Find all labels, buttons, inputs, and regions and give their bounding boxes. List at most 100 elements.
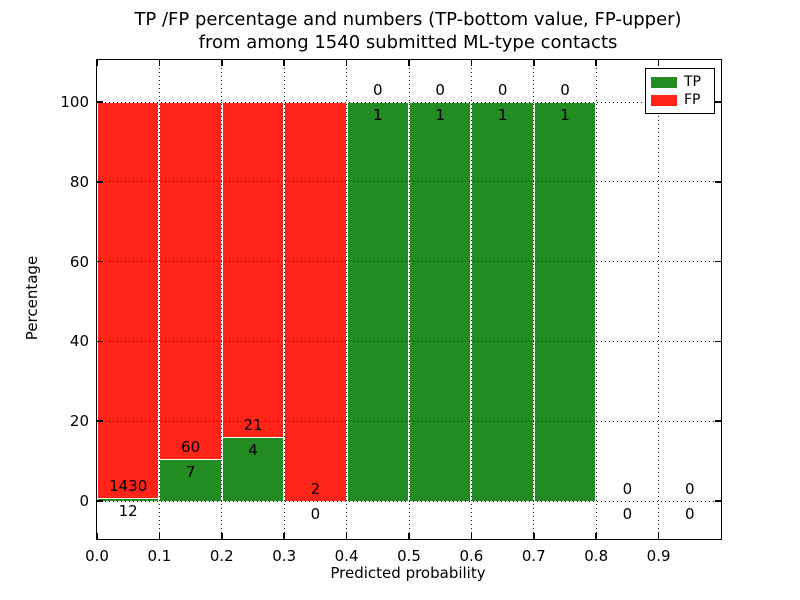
x-tick-top [158,60,161,66]
y-tick-left [97,500,103,502]
x-tick-label: 0.4 [334,547,359,565]
x-tick-bottom [408,533,410,539]
plot-area: TP FP 1430 12 60 7 21 4 2 0 0 1 0 1 0 1 0 1 0 0 0 0 0 20 40 60 8… [60,59,722,565]
x-gridline [408,60,410,539]
legend-entry-fp: FP [651,93,709,107]
tp-count-label: 4 [248,441,258,460]
x-tick-label: 0.8 [584,547,609,565]
fp-bar-segment [284,102,347,501]
x-tick-top [595,60,597,66]
tp-count-label: 0 [685,505,695,523]
tp-count-label: 1 [435,106,445,124]
x-tick-bottom [657,533,660,539]
tp-count-label: 1 [497,106,508,124]
y-tick-label: 100 [60,93,89,111]
y-tick-label: 60 [69,252,89,271]
y-tick-left [97,181,103,183]
tp-count-label: 1 [560,106,570,124]
x-tick-label: 0.6 [459,547,484,565]
tp-count-label: 1 [373,106,383,124]
tp-bar-segment [533,102,597,501]
y-tick-left [97,340,103,343]
x-tick-bottom [345,533,348,539]
x-tick-top [283,60,285,66]
tp-count-label: 12 [118,501,138,520]
y-tick-right [715,101,721,103]
x-tick-bottom [158,533,161,539]
x-tick-bottom [470,533,473,539]
y-tick-right [715,340,721,343]
x-tick-bottom [221,533,223,539]
fp-count-label: 0 [685,480,695,498]
x-tick-bottom [283,533,285,539]
x-tick-top [96,60,98,66]
y-axis-label: Percentage [23,255,41,341]
legend-label-fp: FP [684,92,701,108]
x-axis-label: Predicted probability [330,564,486,582]
x-tick-top [345,60,348,66]
fp-count-label: 60 [181,438,201,457]
y-tick-label: 40 [69,332,89,351]
x-tick-label: 0.2 [209,547,234,565]
tp-count-label: 7 [185,463,196,482]
x-tick-label: 0.0 [85,547,109,565]
fp-bar-segment [221,102,285,438]
chart-title-line1: TP /FP percentage and numbers (TP-bottom… [134,9,682,30]
fp-count-label: 0 [435,81,445,99]
tp-bar-segment [346,102,409,501]
fp-count-label: 0 [622,480,633,498]
y-tick-label: 20 [69,412,89,431]
tp-bar-segment [471,102,534,501]
legend-label-tp: TP [684,74,701,90]
fp-count-label: 1430 [109,476,148,495]
x-tick-top [470,60,473,66]
y-tick-left [97,260,103,263]
tp-bar-segment [97,497,160,501]
x-gridline [533,60,535,539]
y-tick-left [97,420,103,422]
chart-title-line2: from among 1540 submitted ML-type contac… [198,32,618,53]
x-tick-top [533,60,535,66]
legend-entry-tp: TP [651,75,709,89]
legend: TP FP [645,68,715,114]
fp-bar-segment [97,102,160,498]
y-tick-label: 80 [69,172,89,191]
tp-bar-segment [159,459,222,501]
fp-count-label: 2 [310,480,321,498]
chart-title: TP /FP percentage and numbers (TP-bottom… [96,8,720,54]
x-tick-label: 0.7 [521,547,546,565]
fp-bar-segment [159,102,222,460]
tp-count-label: 0 [310,505,321,523]
x-gridline [221,60,223,539]
x-tick-label: 0.3 [272,547,297,565]
fp-count-label: 0 [560,81,570,99]
x-tick-bottom [533,533,535,539]
tp-bar-segment [221,437,285,501]
y-tick-label: 0 [79,492,89,510]
tp-color-swatch [651,76,677,88]
tp-count-label: 0 [622,505,633,523]
x-gridline [158,60,160,539]
x-tick-label: 0.9 [646,547,671,565]
y-tick-right [715,500,721,502]
x-gridline [346,60,348,539]
x-tick-label: 0.5 [397,547,421,565]
x-gridline [658,60,660,539]
y-tick-right [715,181,721,183]
fp-color-swatch [651,94,677,106]
x-gridline [470,60,472,539]
fp-count-label: 0 [373,81,383,99]
x-gridline [283,60,285,539]
x-tick-top [221,60,223,66]
fp-count-label: 21 [243,416,263,435]
y-tick-right [715,420,721,422]
y-tick-left [97,101,103,103]
x-gridline [595,60,597,539]
x-tick-label: 0.1 [147,547,172,565]
tp-bar-segment [409,102,472,501]
y-tick-right [715,260,721,263]
x-tick-bottom [96,533,98,539]
x-tick-bottom [595,533,597,539]
x-tick-top [657,60,660,66]
